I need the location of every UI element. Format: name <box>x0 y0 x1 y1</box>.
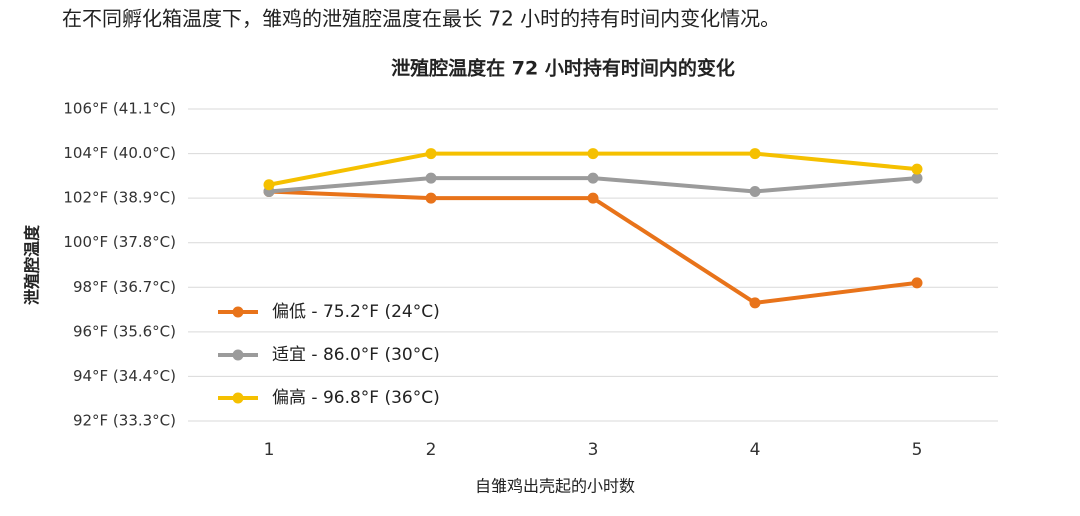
legend-label: 偏高 - 96.8°F (36°C) <box>272 388 440 408</box>
y-tick-label: 100°F (37.8°C) <box>63 233 176 251</box>
legend-label: 适宜 - 86.0°F (30°C) <box>272 345 440 365</box>
data-point <box>425 192 437 204</box>
y-tick-label: 98°F (36.7°C) <box>73 278 176 296</box>
series-line <box>268 189 918 305</box>
data-point <box>587 148 599 160</box>
y-tick-label: 96°F (35.6°C) <box>73 322 176 340</box>
x-tick-label: 5 <box>912 440 923 460</box>
x-tick-label: 2 <box>426 440 437 460</box>
y-axis-label: 泄殖腔温度 <box>23 224 42 305</box>
data-point <box>911 163 923 175</box>
legend-marker <box>232 349 244 361</box>
legend-marker <box>232 392 244 404</box>
data-point <box>263 179 275 191</box>
data-point <box>749 185 761 197</box>
x-tick-label: 3 <box>588 440 599 460</box>
legend-marker <box>232 306 244 318</box>
x-tick-label: 4 <box>750 440 761 460</box>
data-point <box>911 172 923 184</box>
data-point <box>425 172 437 184</box>
y-tick-label: 102°F (38.9°C) <box>63 189 176 207</box>
data-point <box>749 297 761 309</box>
y-tick-label: 92°F (33.3°C) <box>73 412 176 430</box>
data-point <box>425 148 437 160</box>
y-tick-label: 94°F (34.4°C) <box>73 367 176 385</box>
chart-title: 泄殖腔温度在 72 小时持有时间内的变化 <box>391 57 735 80</box>
caption: 在不同孵化箱温度下，雏鸡的泄殖腔温度在最长 72 小时的持有时间内变化情况。 <box>62 7 780 31</box>
x-axis-label: 自雏鸡出壳起的小时数 <box>475 477 635 496</box>
data-point <box>911 277 923 289</box>
data-point <box>587 192 599 204</box>
y-tick-label: 104°F (40.0°C) <box>63 144 176 162</box>
y-tick-label: 106°F (41.1°C) <box>63 100 176 118</box>
data-point <box>749 148 761 160</box>
x-tick-label: 1 <box>264 440 275 460</box>
legend-label: 偏低 - 75.2°F (24°C) <box>272 302 440 322</box>
data-point <box>587 172 599 184</box>
